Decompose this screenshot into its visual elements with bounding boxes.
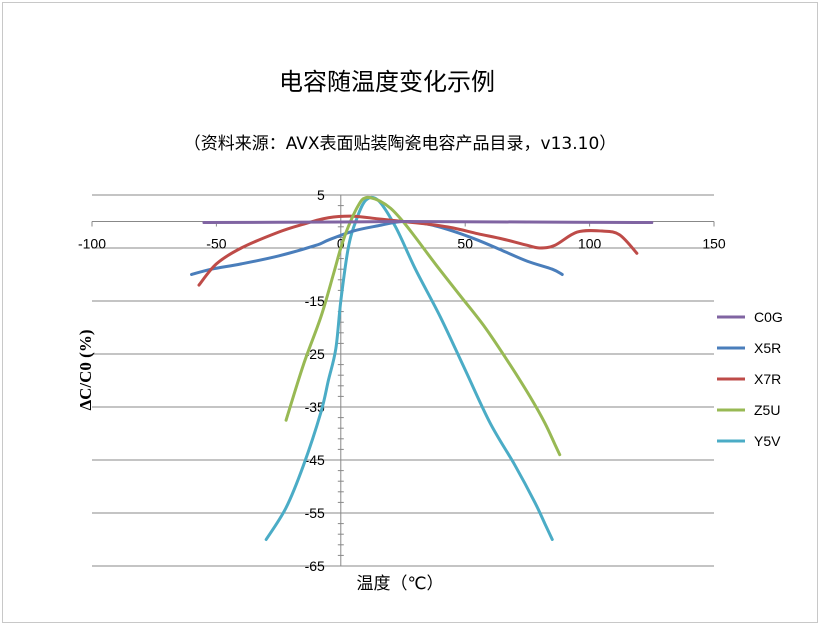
x-axis-label: 温度（℃） bbox=[356, 574, 443, 594]
legend-label-x5r: X5R bbox=[754, 340, 781, 356]
series-line-c0g bbox=[202, 220, 654, 225]
x-tick-label: 50 bbox=[457, 236, 473, 252]
series-line-x5r bbox=[190, 219, 564, 276]
x-tick-label: 100 bbox=[578, 236, 602, 252]
legend-label-y5v: Y5V bbox=[754, 433, 781, 449]
series-line-z5u bbox=[284, 195, 562, 457]
series-lines bbox=[190, 195, 654, 541]
legend-label-x7r: X7R bbox=[754, 371, 781, 387]
y-tick-label: -55 bbox=[305, 505, 325, 521]
x-tick-label: 150 bbox=[702, 236, 726, 252]
x-tick-label: -50 bbox=[206, 236, 226, 252]
legend-label-c0g: C0G bbox=[754, 309, 783, 325]
y-tick-label: -15 bbox=[305, 293, 325, 309]
legend: C0G X5R X7R Z5U Y5V bbox=[717, 309, 783, 449]
y-tick-label: -45 bbox=[305, 452, 325, 468]
y-tick-label: -65 bbox=[305, 558, 325, 574]
series-line-x7r bbox=[197, 214, 639, 287]
chart-subtitle: （资料来源：AVX表面贴装陶瓷电容产品目录，v13.10） bbox=[184, 134, 617, 154]
chart-title: 电容随温度变化示例 bbox=[279, 68, 495, 96]
y-tick-label: 5 bbox=[317, 187, 325, 203]
axes bbox=[91, 194, 715, 567]
x-tick-label: -100 bbox=[78, 236, 106, 252]
y-axis-label: ΔC/C0 (%) bbox=[76, 329, 95, 410]
legend-label-z5u: Z5U bbox=[754, 402, 780, 418]
gridlines bbox=[92, 194, 714, 567]
